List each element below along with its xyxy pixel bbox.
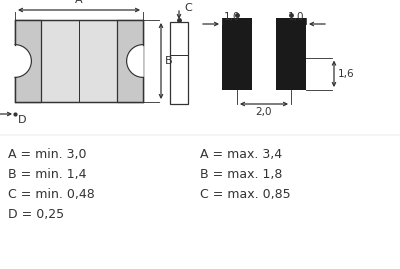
Bar <box>15 20 41 102</box>
Text: 1,6: 1,6 <box>338 69 355 79</box>
Text: B = max. 1,8: B = max. 1,8 <box>200 168 282 181</box>
Bar <box>276 18 306 90</box>
Text: D: D <box>18 115 26 125</box>
Bar <box>118 20 143 102</box>
Text: 1,0: 1,0 <box>224 12 240 22</box>
Text: C = max. 0,85: C = max. 0,85 <box>200 188 291 201</box>
Text: D = 0,25: D = 0,25 <box>8 208 64 221</box>
Text: B: B <box>165 56 173 66</box>
Text: A: A <box>75 0 83 5</box>
Polygon shape <box>15 45 31 77</box>
Bar <box>170 22 188 104</box>
Bar <box>222 18 252 90</box>
Text: B = min. 1,4: B = min. 1,4 <box>8 168 86 181</box>
Text: C = min. 0,48: C = min. 0,48 <box>8 188 95 201</box>
Text: 1,0: 1,0 <box>288 12 304 22</box>
Polygon shape <box>127 45 143 77</box>
Text: 2,0: 2,0 <box>256 107 272 117</box>
Text: C: C <box>184 3 192 13</box>
Text: A = max. 3,4: A = max. 3,4 <box>200 148 282 161</box>
Bar <box>15 20 143 102</box>
Text: A = min. 3,0: A = min. 3,0 <box>8 148 86 161</box>
